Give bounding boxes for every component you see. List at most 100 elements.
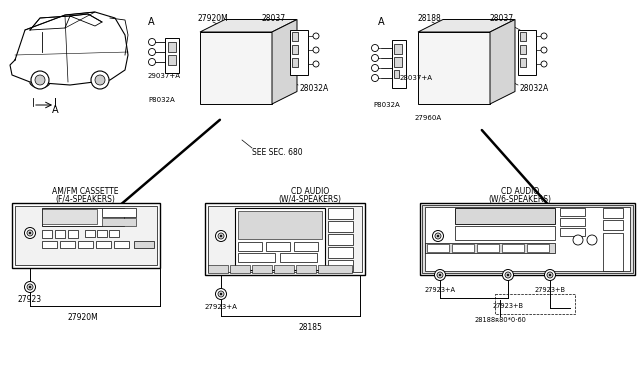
Circle shape bbox=[27, 230, 33, 236]
Bar bbox=[168, 55, 176, 65]
Bar bbox=[296, 265, 316, 273]
Bar bbox=[168, 42, 176, 52]
Circle shape bbox=[547, 272, 553, 278]
Text: 28037: 28037 bbox=[490, 13, 514, 22]
Bar bbox=[328, 260, 353, 271]
Bar bbox=[15, 206, 157, 265]
Circle shape bbox=[218, 233, 224, 239]
Bar bbox=[102, 208, 136, 217]
Bar bbox=[252, 265, 272, 273]
Circle shape bbox=[220, 293, 222, 295]
Bar bbox=[238, 242, 262, 251]
Bar bbox=[560, 218, 585, 226]
Bar bbox=[114, 241, 129, 248]
Circle shape bbox=[218, 291, 224, 297]
Circle shape bbox=[437, 272, 443, 278]
Circle shape bbox=[313, 61, 319, 67]
Bar bbox=[418, 32, 490, 104]
Bar bbox=[477, 244, 499, 252]
Circle shape bbox=[549, 274, 551, 276]
Text: P8032A: P8032A bbox=[373, 102, 400, 108]
Bar bbox=[520, 58, 526, 67]
Circle shape bbox=[216, 231, 227, 241]
Text: 27920M: 27920M bbox=[198, 13, 228, 22]
Bar bbox=[78, 241, 93, 248]
Text: 29037+A: 29037+A bbox=[148, 73, 181, 79]
Text: 28185: 28185 bbox=[298, 324, 322, 333]
Bar bbox=[328, 247, 353, 258]
Bar bbox=[208, 265, 228, 273]
Circle shape bbox=[507, 274, 509, 276]
Text: A: A bbox=[378, 17, 385, 27]
Bar bbox=[109, 230, 119, 237]
Bar bbox=[328, 208, 353, 219]
Bar bbox=[134, 241, 154, 248]
Bar bbox=[603, 220, 623, 230]
Circle shape bbox=[35, 75, 45, 85]
Bar bbox=[455, 208, 555, 224]
Bar bbox=[328, 234, 353, 245]
Bar bbox=[55, 230, 65, 238]
Text: 28032A: 28032A bbox=[520, 83, 549, 93]
Circle shape bbox=[541, 47, 547, 53]
Text: CD AUDIO: CD AUDIO bbox=[501, 186, 539, 196]
Bar bbox=[230, 265, 250, 273]
Circle shape bbox=[371, 45, 378, 51]
Circle shape bbox=[505, 272, 511, 278]
Circle shape bbox=[433, 231, 444, 241]
Bar bbox=[392, 40, 406, 88]
Bar bbox=[425, 243, 555, 253]
Text: 27923+B: 27923+B bbox=[534, 287, 566, 293]
Polygon shape bbox=[418, 19, 515, 32]
Bar bbox=[290, 30, 308, 75]
Polygon shape bbox=[272, 19, 297, 104]
Circle shape bbox=[313, 47, 319, 53]
Bar bbox=[12, 203, 160, 268]
Bar bbox=[603, 233, 623, 271]
Circle shape bbox=[435, 269, 445, 280]
Bar bbox=[280, 253, 317, 262]
Text: 27923+A: 27923+A bbox=[424, 287, 456, 293]
Circle shape bbox=[31, 71, 49, 89]
Bar bbox=[520, 45, 526, 54]
Bar bbox=[560, 208, 585, 216]
Bar bbox=[603, 208, 623, 218]
Bar bbox=[85, 230, 95, 237]
Circle shape bbox=[313, 33, 319, 39]
Circle shape bbox=[24, 228, 35, 238]
Bar bbox=[292, 32, 298, 41]
Circle shape bbox=[371, 64, 378, 71]
Circle shape bbox=[545, 269, 556, 280]
Bar bbox=[102, 218, 136, 226]
Circle shape bbox=[24, 282, 35, 292]
Bar bbox=[294, 242, 318, 251]
Text: 27920M: 27920M bbox=[68, 314, 99, 323]
Text: (F/4-SPEAKERS): (F/4-SPEAKERS) bbox=[55, 195, 115, 203]
Bar bbox=[292, 58, 298, 67]
Bar bbox=[200, 32, 272, 104]
Bar bbox=[455, 226, 555, 240]
Text: 28037: 28037 bbox=[262, 13, 286, 22]
Bar bbox=[394, 57, 402, 67]
Circle shape bbox=[587, 235, 597, 245]
Bar bbox=[527, 244, 549, 252]
Circle shape bbox=[27, 284, 33, 290]
Bar bbox=[495, 294, 575, 314]
Bar bbox=[422, 205, 633, 273]
Bar bbox=[42, 208, 124, 226]
Polygon shape bbox=[10, 12, 128, 85]
Text: (W/4-SPEAKERS): (W/4-SPEAKERS) bbox=[278, 195, 342, 203]
Circle shape bbox=[541, 61, 547, 67]
Circle shape bbox=[216, 289, 227, 299]
Bar bbox=[427, 244, 449, 252]
Bar bbox=[205, 203, 365, 275]
Polygon shape bbox=[490, 19, 515, 104]
Circle shape bbox=[573, 235, 583, 245]
Polygon shape bbox=[200, 19, 297, 32]
Text: A: A bbox=[52, 105, 58, 115]
Circle shape bbox=[148, 38, 156, 45]
Bar bbox=[292, 45, 298, 54]
Bar bbox=[518, 30, 536, 75]
Bar bbox=[502, 244, 524, 252]
Circle shape bbox=[371, 55, 378, 61]
